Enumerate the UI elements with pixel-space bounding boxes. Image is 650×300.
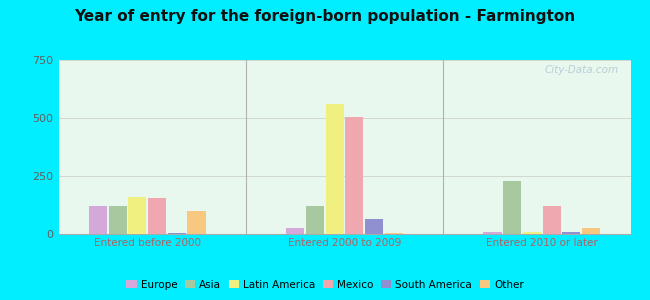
Bar — [365, 219, 383, 234]
Bar — [582, 228, 600, 234]
Legend: Europe, Asia, Latin America, Mexico, South America, Other: Europe, Asia, Latin America, Mexico, Sou… — [124, 278, 526, 292]
Bar — [345, 117, 363, 234]
Bar — [326, 104, 344, 234]
Text: Year of entry for the foreign-born population - Farmington: Year of entry for the foreign-born popul… — [75, 9, 575, 24]
Bar — [109, 206, 127, 234]
Bar — [385, 233, 403, 234]
Bar — [484, 232, 502, 234]
Bar — [187, 211, 205, 234]
Bar — [89, 206, 107, 234]
Bar — [543, 206, 561, 234]
Bar — [523, 232, 541, 234]
Bar — [128, 197, 146, 234]
Bar — [148, 198, 166, 234]
Text: City-Data.com: City-Data.com — [545, 65, 619, 75]
Bar — [168, 233, 186, 234]
Bar — [286, 228, 304, 234]
Bar — [503, 181, 521, 234]
Bar — [562, 232, 580, 234]
Bar — [306, 206, 324, 234]
